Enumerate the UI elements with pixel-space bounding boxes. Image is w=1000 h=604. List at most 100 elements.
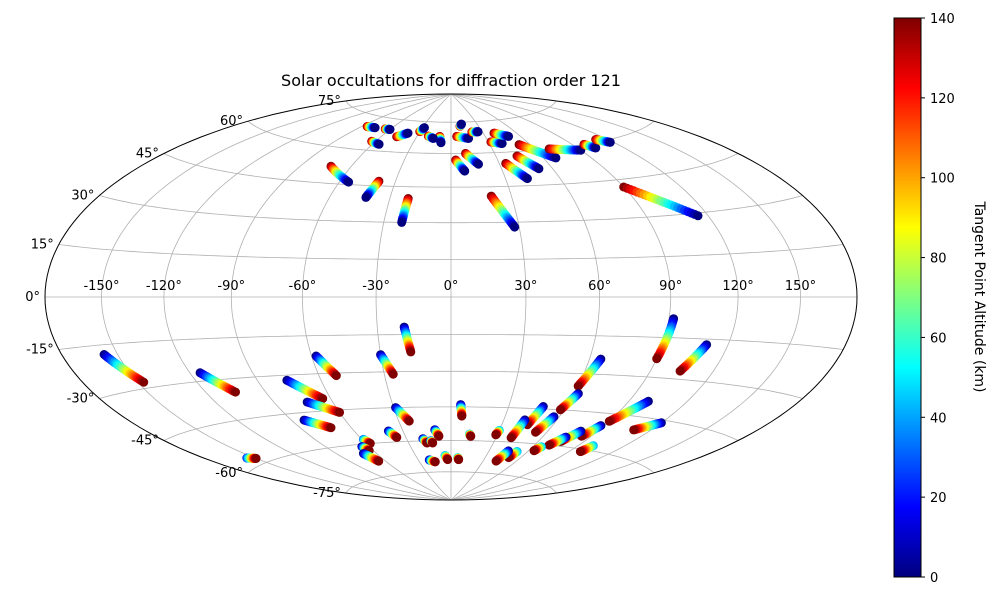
colorbar-tick-label: 120 [930,92,955,107]
longitude-tick-label: 150° [785,279,816,294]
longitude-tick-label: -30° [362,279,390,294]
occultation-track [579,139,601,153]
latitude-tick-label: 75° [318,94,341,109]
occultation-point [531,427,540,437]
latitude-tick-label: -15° [26,343,54,358]
occultation-point [591,143,601,153]
occultation-point [522,174,532,184]
latitude-tick-label: -60° [215,466,243,481]
occultation-track [465,429,476,441]
occultation-track [544,144,586,155]
occultation-point [573,381,583,391]
longitude-tick-label: -150° [83,279,119,294]
occultation-track [629,418,666,435]
occultation-track [195,368,240,397]
chart-title: Solar occultations for diffraction order… [281,71,621,90]
occultation-point [428,438,438,448]
longitude-tick-labels: -150° -120° -90° -60° -30° 0° 30° 60° 90° 120° 150… [83,279,816,294]
occultation-point [385,124,395,134]
occultation-point [529,446,539,456]
parallel-line [163,153,739,188]
latitude-tick-label: 45° [136,147,159,162]
occultation-point [331,371,341,381]
occultation-point [506,433,516,443]
occultation-track [486,137,507,148]
occultation-track [426,436,438,448]
parallel-line [58,244,844,260]
latitude-tick-label: 15° [31,238,54,253]
occultation-point [460,166,470,176]
occultation-point [693,211,703,221]
parallel-line [247,440,655,474]
occultation-track [99,350,149,387]
colorbar-tick-label: 140 [930,12,955,27]
occultation-point [604,416,614,426]
latitude-tick-label: -75° [313,486,341,501]
occultation-track [456,400,467,421]
occultation-point [231,387,240,397]
occultation-track [391,403,414,426]
occultation-track [435,131,446,148]
occultation-track [604,396,653,426]
occultation-track [522,402,548,430]
occultation-point [473,127,483,137]
colorbar-tick-label: 0 [930,571,938,586]
occultation-track [311,351,341,381]
occultation-point [318,394,328,404]
parallel-line [99,370,803,399]
occultation-track [489,128,514,141]
occultation-track [514,140,561,163]
longitude-tick-label: 60° [588,279,611,294]
occultation-point [419,123,429,133]
occultation-track [380,124,395,134]
latitude-tick-labels: 75° 60° 45° 30° 15° 0° -15° -30° -45° -60° -75° [25,94,341,501]
colorbar-tick-label: 80 [930,252,947,267]
occultation-track [361,176,384,202]
occultation-track [573,354,606,391]
occultation-tracks [99,119,712,467]
latitude-tick-label: -30° [67,392,95,407]
occultation-point [544,440,554,450]
occultation-track [282,375,328,404]
occultation-point [251,453,261,463]
latitude-tick-label: 60° [220,114,243,129]
occultation-track [451,155,470,176]
occultation-track [544,432,571,450]
parallel-line [99,195,803,224]
occultation-point [605,137,615,147]
occultation-point [454,455,464,465]
occultation-track [302,397,345,417]
occultation-track [376,350,398,379]
colorbar-ticks: 0 20 40 60 80 100 120 140 [921,12,955,586]
occultation-track [461,148,483,169]
occultation-point [575,447,585,457]
colorbar-tick-label: 40 [930,411,947,426]
parallel-line [58,334,844,350]
map-boundary [44,93,858,501]
occultation-point [403,128,413,138]
occultation-point [335,407,345,417]
occultation-point [443,455,453,465]
occultation-track [491,446,513,466]
colorbar-tick-label: 100 [930,172,955,187]
occultation-point [436,138,446,148]
occultation-point [406,347,416,357]
occultation-point [374,139,384,149]
occultation-track [529,442,546,456]
longitude-tick-label: 120° [722,279,753,294]
occultation-point [370,123,380,133]
occultation-point [388,369,398,379]
occultation-track [675,340,712,376]
occultation-track [467,127,483,137]
graticule-grid [45,93,857,501]
occultation-track [299,415,336,433]
occultation-track [506,415,530,443]
occultation-track [367,136,384,149]
occultation-track [383,426,402,442]
occultation-track [326,161,354,187]
occultation-point [491,456,501,466]
occultation-track [242,453,261,463]
occultation-track [358,449,384,466]
